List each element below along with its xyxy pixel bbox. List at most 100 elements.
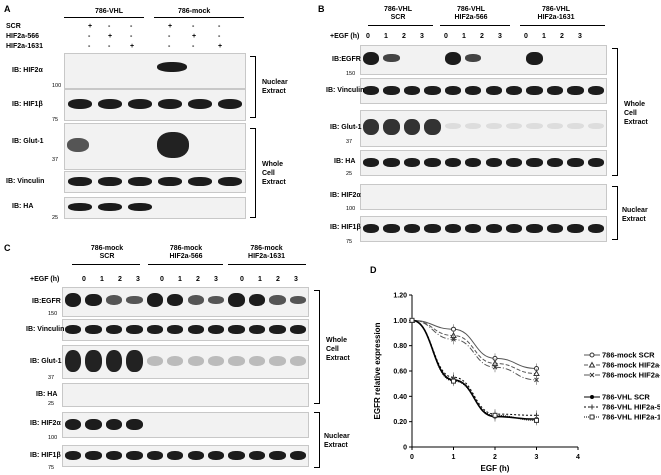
group-label: 786-mock SCR	[90, 245, 124, 261]
mw-marker: 25	[346, 171, 353, 177]
data-point	[534, 417, 539, 423]
row-label: IB: HA	[36, 391, 58, 398]
time-label: 1	[462, 33, 466, 40]
y-tick-label: 0.60	[393, 369, 407, 376]
time-label: 0	[366, 33, 370, 40]
time-label: 3	[214, 276, 218, 283]
data-point	[589, 414, 595, 420]
condition-mark: +	[192, 33, 197, 40]
data-point	[451, 378, 456, 384]
mw-marker: 37	[346, 139, 353, 145]
row-label: IB: HIF1β	[12, 101, 43, 108]
row-label: IB: HA	[12, 203, 34, 210]
data-point	[492, 364, 498, 370]
condition-label: SCR	[6, 23, 21, 30]
time-label: 1	[542, 33, 546, 40]
condition-mark: +	[218, 43, 223, 50]
condition-mark: +	[130, 43, 135, 50]
mw-marker: 100	[48, 435, 58, 441]
time-label: 3	[498, 33, 502, 40]
time-label: 0	[240, 276, 244, 283]
mw-marker: 75	[52, 117, 59, 123]
row-label: IB: HIF2α	[12, 67, 43, 74]
legend-label: 786-mock SCR	[602, 351, 655, 360]
bracket-label: Whole Cell Extract	[262, 161, 286, 187]
blot-hif1b	[62, 445, 309, 467]
condition-mark: -	[218, 23, 221, 30]
time-label: 2	[480, 33, 484, 40]
series-5: 786-VHL HIF2a-1631	[409, 317, 660, 426]
egf-label: +EGF (h)	[330, 33, 360, 40]
time-label: 1	[258, 276, 262, 283]
bracket-label: Nuclear Extract	[622, 207, 648, 224]
condition-mark: -	[130, 23, 133, 30]
data-point	[533, 370, 540, 377]
row-label: IB: Glut-1	[12, 138, 44, 145]
y-tick-label: 0.20	[393, 419, 407, 426]
time-label: 2	[118, 276, 122, 283]
series-line	[411, 319, 537, 369]
blot-hif2a	[64, 53, 246, 89]
time-label: 1	[384, 33, 388, 40]
row-label: IB: Vinculin	[326, 87, 365, 94]
x-tick-label: 1	[452, 454, 456, 461]
bracket-label: Whole Cell Extract	[326, 337, 350, 363]
y-axis-label: EGFR relative expression	[373, 322, 382, 419]
group-label: 786-mock	[178, 8, 211, 15]
condition-mark: -	[218, 33, 221, 40]
condition-mark: +	[88, 23, 93, 30]
data-point	[451, 336, 456, 342]
data-point	[492, 412, 498, 418]
mw-marker: 25	[48, 401, 55, 407]
row-label: IB: HA	[334, 158, 356, 165]
blot-vinculin	[64, 171, 246, 193]
row-label: IB: Glut-1	[330, 124, 362, 131]
condition-mark: -	[88, 33, 91, 40]
x-tick-label: 0	[410, 454, 414, 461]
panel-letter-b: B	[318, 4, 325, 14]
blot-ha	[64, 197, 246, 219]
panel-letter-c: C	[4, 243, 11, 253]
condition-label: HIF2a-1631	[6, 43, 43, 50]
row-label: IB: Vinculin	[6, 178, 45, 185]
time-label: 3	[578, 33, 582, 40]
blot-egfr	[62, 287, 309, 317]
data-point	[409, 317, 415, 323]
egf-label: +EGF (h)	[30, 276, 60, 283]
legend-label: 786-VHL HIF2a-1631	[602, 413, 660, 422]
time-label: 2	[560, 33, 564, 40]
blot-hif1b	[64, 89, 246, 121]
time-label: 2	[196, 276, 200, 283]
blot-glut1	[360, 110, 607, 147]
group-label: 786-VHL SCR	[383, 6, 412, 22]
blot-ha	[360, 150, 607, 176]
blot-vinculin	[360, 78, 607, 104]
x-axis-label: EGF (h)	[481, 464, 510, 473]
group-label: 786-VHL HIF2a-566	[454, 6, 488, 22]
condition-mark: -	[108, 43, 111, 50]
time-label: 0	[160, 276, 164, 283]
time-label: 0	[444, 33, 448, 40]
condition-mark: -	[88, 43, 91, 50]
blot-ha	[62, 383, 309, 407]
mw-marker: 150	[346, 71, 356, 77]
blot-hif2a	[360, 184, 607, 210]
group-label: 786-mock HIF2a-1631	[248, 245, 285, 261]
legend-label: 786-mock HIF2a-566	[602, 361, 660, 370]
data-point	[588, 361, 596, 368]
y-tick-label: 0.80	[393, 343, 407, 350]
group-label: 786-VHL	[95, 8, 124, 15]
panel-letter-a: A	[4, 4, 11, 14]
y-tick-label: 0.40	[393, 394, 407, 401]
condition-mark: +	[168, 23, 173, 30]
time-label: 2	[276, 276, 280, 283]
data-point	[534, 377, 539, 383]
data-point	[590, 395, 594, 399]
series-line	[411, 319, 537, 416]
time-label: 3	[294, 276, 298, 283]
condition-mark: -	[168, 33, 171, 40]
time-label: 0	[82, 276, 86, 283]
y-tick-label: 1.20	[393, 293, 407, 300]
time-label: 2	[402, 33, 406, 40]
blot-glut1	[62, 345, 309, 379]
